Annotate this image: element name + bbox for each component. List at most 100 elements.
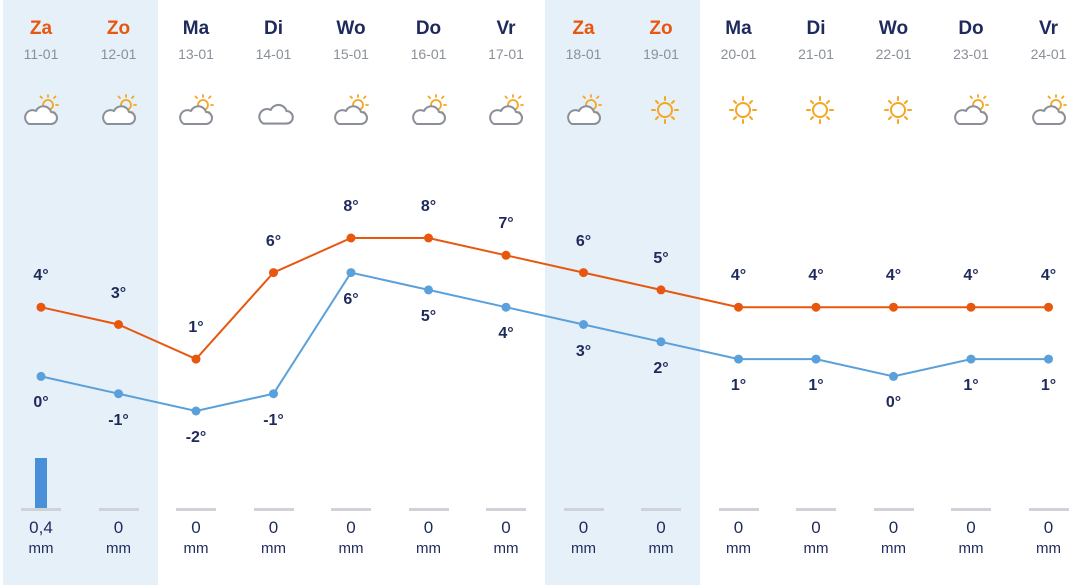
max-temp-point xyxy=(811,302,821,312)
date-label: 24-01 xyxy=(1030,46,1067,62)
precip-unit: mm xyxy=(416,540,441,557)
date-label: 14-01 xyxy=(255,46,292,62)
day-label: Vr xyxy=(1038,18,1059,39)
max-temp-label: 8° xyxy=(343,198,359,215)
min-temp-point xyxy=(889,371,898,381)
precip-value: 0 xyxy=(966,518,976,537)
min-temp-point xyxy=(966,354,976,364)
max-temp-label: 3° xyxy=(110,284,127,302)
date-label: 20-01 xyxy=(720,46,757,62)
min-temp-point xyxy=(734,354,743,364)
precip-unit: mm xyxy=(28,540,54,557)
min-temp-label: 2° xyxy=(653,359,669,377)
min-temp-label: 5° xyxy=(420,307,437,325)
min-temp-line xyxy=(40,271,1049,413)
min-temp-point xyxy=(656,337,666,347)
sun-icon xyxy=(651,96,679,124)
precip-value: 0 xyxy=(423,518,434,537)
precip-value: 0 xyxy=(346,518,356,537)
date-label: 11-01 xyxy=(23,46,59,62)
precip-value: 0 xyxy=(656,518,666,537)
date-label: 15-01 xyxy=(333,46,369,62)
day-label: Vr xyxy=(496,18,516,39)
day-label: Zo xyxy=(649,18,673,39)
sun-icon xyxy=(883,96,912,124)
precip-value: 0 xyxy=(113,518,124,537)
max-temp-point xyxy=(966,302,976,312)
max-temp-point xyxy=(734,302,743,312)
max-temp-label: 5° xyxy=(653,249,669,267)
date-label: 22-01 xyxy=(875,46,912,62)
min-temp-label: 0° xyxy=(885,394,902,412)
precip-value: 0 xyxy=(268,518,279,537)
max-temp-point xyxy=(346,233,356,243)
precip-unit: mm xyxy=(881,540,906,557)
day-label: Do xyxy=(958,18,984,39)
day-label: Wo xyxy=(336,18,366,39)
precip-baseline xyxy=(641,508,681,511)
max-temp-point xyxy=(656,285,666,295)
precip-unit: mm xyxy=(261,540,286,557)
day-label: Ma xyxy=(725,18,752,39)
min-temp-label: 1° xyxy=(963,377,979,395)
precip-baseline xyxy=(98,508,139,511)
max-temp-point xyxy=(579,268,588,278)
min-temp-point xyxy=(36,371,46,381)
day-label: Di xyxy=(806,18,826,39)
max-temp-point xyxy=(269,268,278,278)
partly-cloudy-icon xyxy=(954,94,989,125)
precip-baseline xyxy=(1028,508,1069,511)
day-label: Ma xyxy=(182,18,210,39)
precip-value: 0 xyxy=(1043,518,1054,537)
date-label: 17-01 xyxy=(488,46,524,62)
max-temp-label: 1° xyxy=(188,319,204,337)
min-temp-label: -1° xyxy=(108,411,129,429)
precip-baseline xyxy=(563,508,604,511)
precip-unit: mm xyxy=(1036,540,1061,557)
cloud-icon xyxy=(257,103,294,125)
date-label: 19-01 xyxy=(643,46,679,62)
max-temp-line xyxy=(40,237,1049,361)
day-label: Za xyxy=(29,18,53,39)
min-temp-label: 6° xyxy=(343,290,359,308)
min-temp-point xyxy=(191,406,201,416)
min-temp-label: -2° xyxy=(185,429,207,446)
precip-value: 0 xyxy=(733,518,744,537)
min-temp-point xyxy=(424,285,433,295)
day-label: Do xyxy=(415,18,442,39)
precip-unit: mm xyxy=(106,540,131,557)
precip-unit: mm xyxy=(493,540,519,557)
partly-cloudy-icon xyxy=(24,94,59,125)
min-temp-label: -1° xyxy=(263,411,284,429)
date-label: 21-01 xyxy=(798,46,834,62)
precip-baseline xyxy=(176,508,216,511)
min-temp-point xyxy=(811,354,821,364)
precip-unit: mm xyxy=(958,540,984,557)
partly-cloudy-icon xyxy=(489,94,524,125)
min-temp-point xyxy=(114,389,123,399)
precip-baseline xyxy=(718,508,759,511)
precip-unit: mm xyxy=(726,540,751,557)
precip-bar xyxy=(35,458,47,508)
precip-unit: mm xyxy=(648,540,674,557)
max-temp-label: 4° xyxy=(1040,267,1057,285)
partly-cloudy-icon xyxy=(566,94,602,125)
date-label: 12-01 xyxy=(100,46,137,62)
max-temp-point xyxy=(191,354,201,364)
date-label: 13-01 xyxy=(178,46,214,62)
precip-baseline xyxy=(873,508,914,511)
precip-baseline xyxy=(486,508,526,511)
partly-cloudy-icon xyxy=(1031,94,1067,125)
max-temp-point xyxy=(36,302,46,312)
precip-value: 0 xyxy=(501,518,511,537)
day-label: Za xyxy=(572,18,595,39)
max-temp-label: 8° xyxy=(420,198,437,215)
precip-value: 0,4 xyxy=(29,518,53,537)
min-temp-point xyxy=(501,302,511,312)
max-temp-label: 4° xyxy=(33,267,49,285)
max-temp-point xyxy=(114,320,123,329)
max-temp-label: 4° xyxy=(808,267,824,285)
precip-baseline xyxy=(21,508,61,511)
